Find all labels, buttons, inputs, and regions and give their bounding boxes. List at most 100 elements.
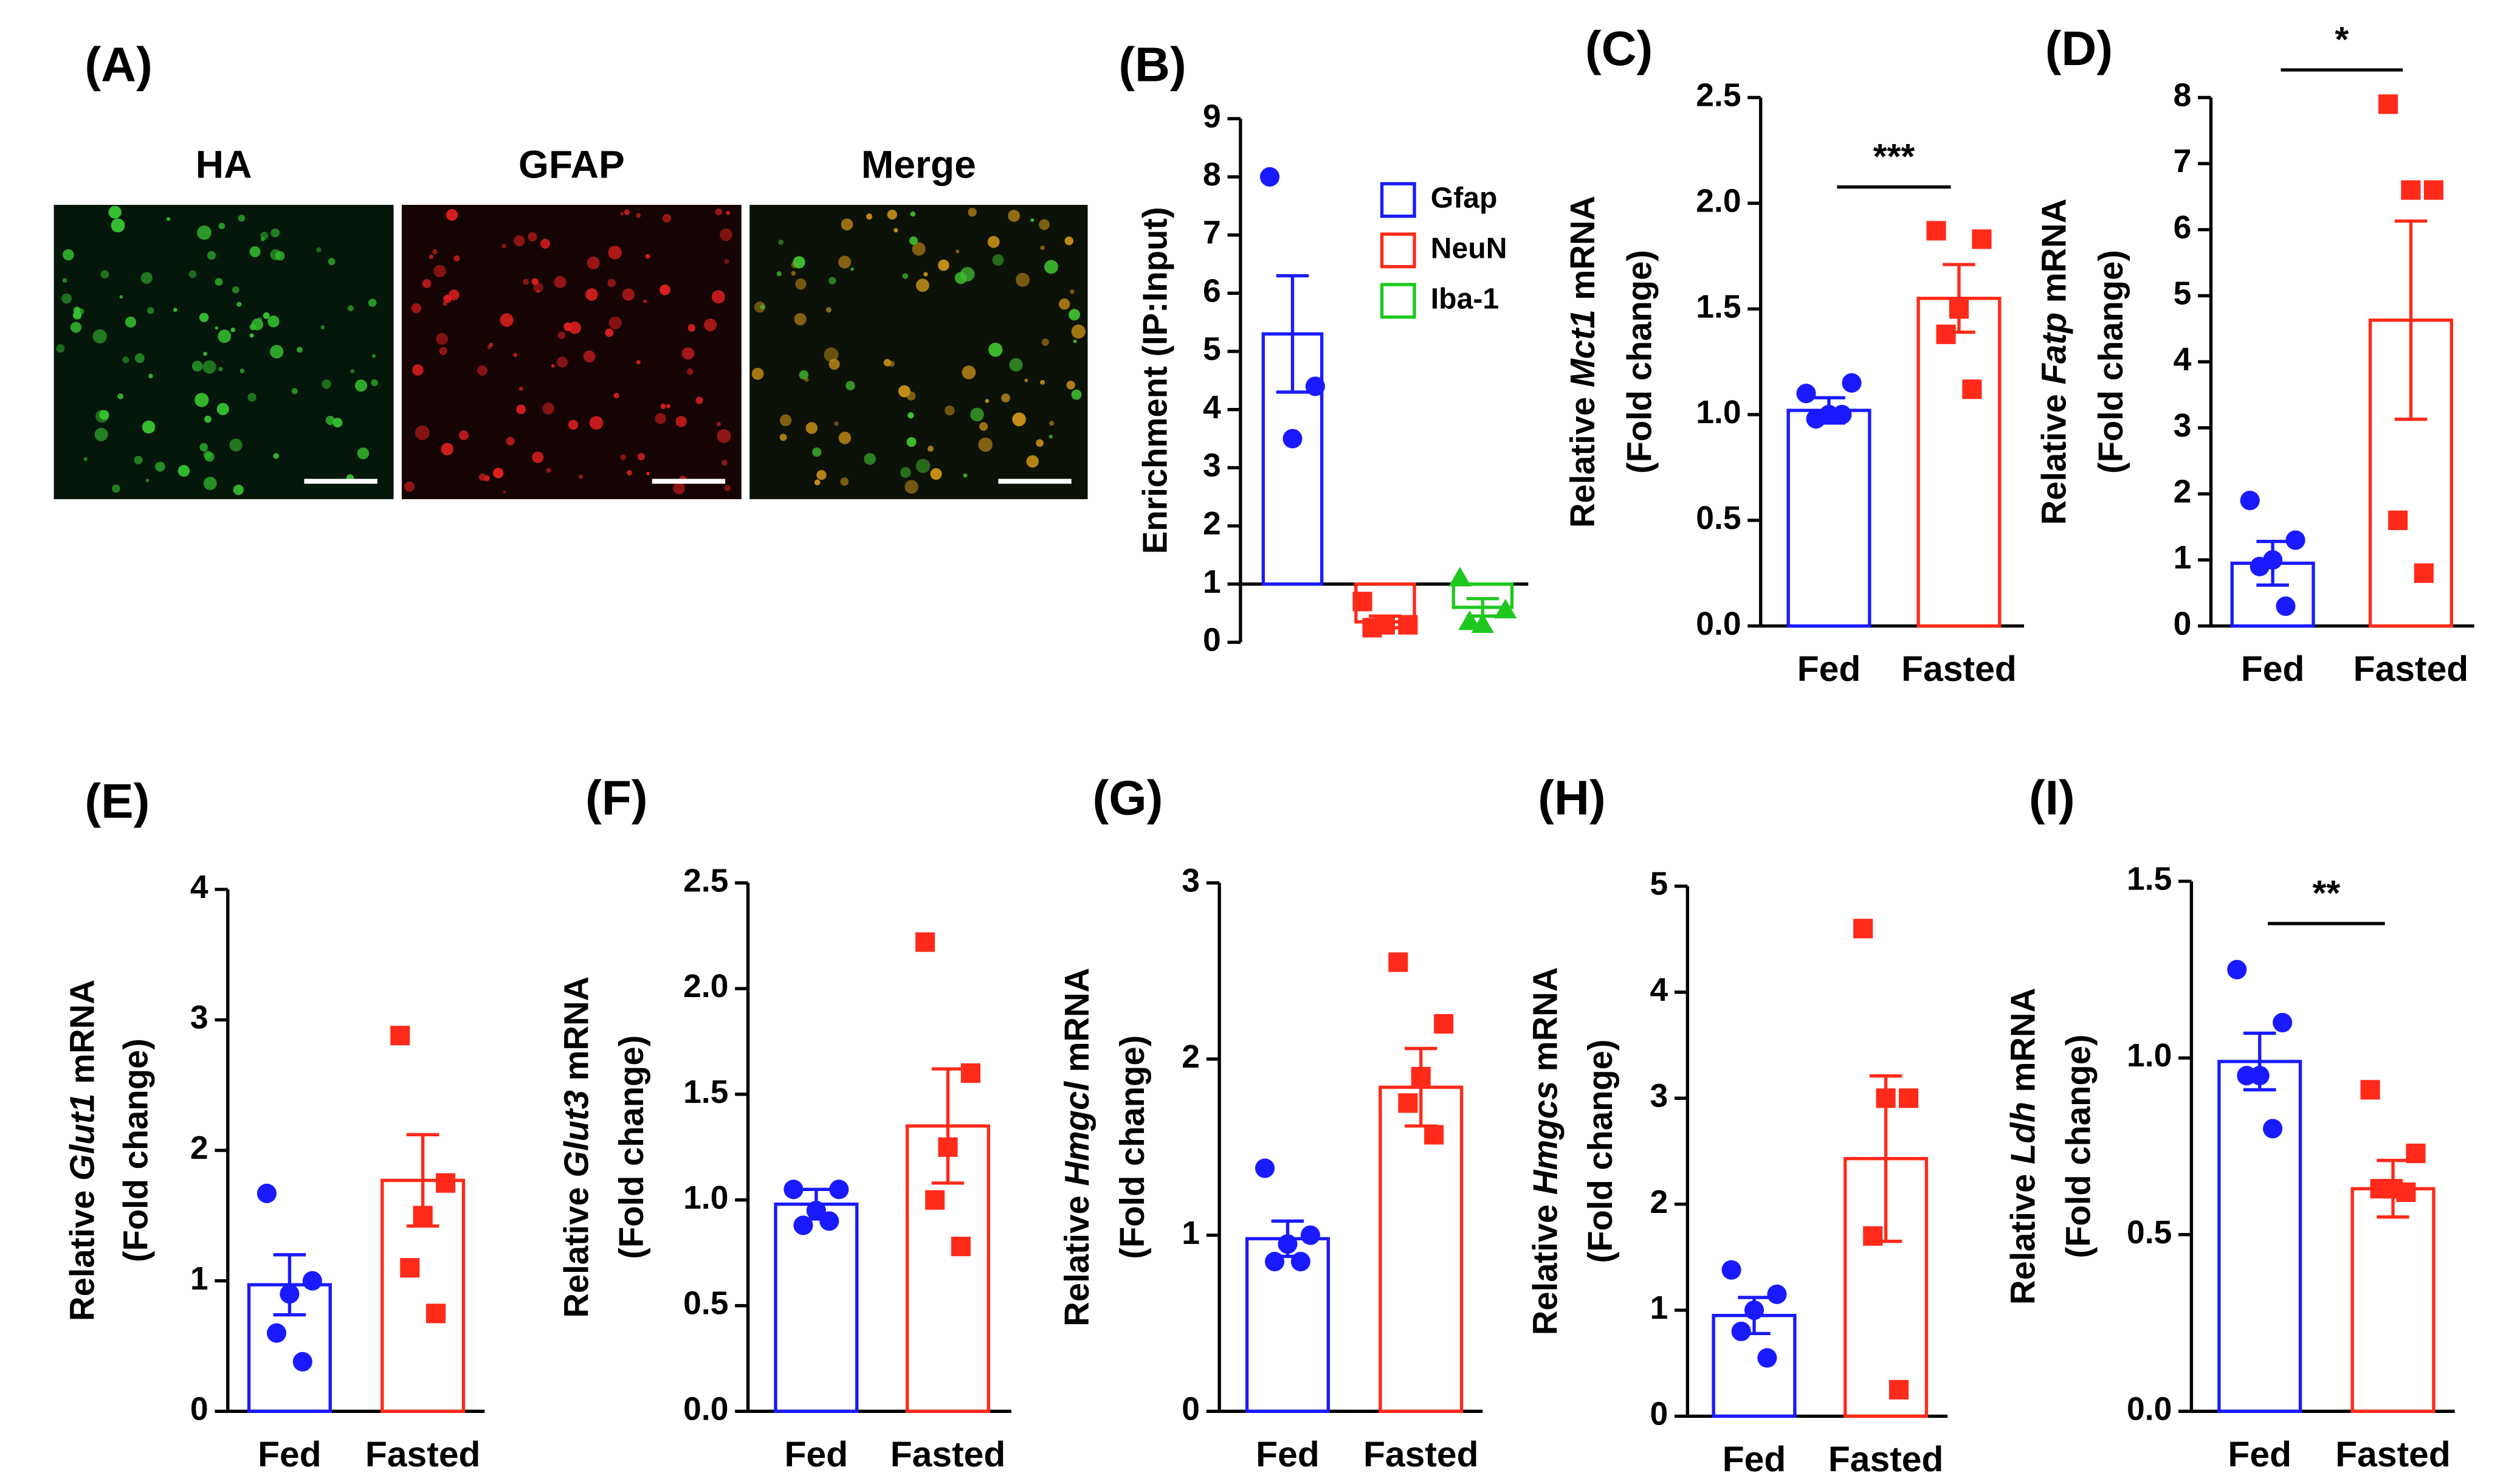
cell	[516, 404, 526, 415]
cell	[173, 308, 177, 313]
cell	[1001, 393, 1010, 402]
x-tick-label: Fasted	[2353, 649, 2469, 689]
cell	[724, 485, 731, 491]
cell	[195, 393, 209, 407]
cell	[645, 254, 650, 259]
data-point	[2360, 1080, 2380, 1100]
cell	[904, 480, 918, 494]
legend-swatch	[1380, 283, 1416, 319]
cell	[523, 278, 529, 285]
y-axis-label-part: Fatp	[2034, 313, 2073, 385]
cell	[199, 313, 209, 322]
bar	[2350, 1187, 2436, 1414]
cell	[838, 255, 852, 269]
data-point	[1282, 429, 1303, 449]
cell	[1012, 412, 1026, 427]
cell	[357, 447, 370, 460]
bar	[774, 1202, 859, 1414]
cell	[620, 454, 626, 460]
cell	[204, 415, 212, 423]
cell	[608, 316, 622, 330]
data-point	[256, 1183, 277, 1203]
cell	[724, 259, 729, 264]
cell	[607, 278, 616, 288]
cell	[147, 307, 154, 314]
y-tick-label: 8	[1203, 157, 1221, 193]
cell	[643, 299, 647, 303]
cell	[199, 443, 208, 452]
legend-swatch	[1380, 182, 1416, 218]
cell	[1026, 455, 1039, 468]
cell	[56, 344, 65, 353]
data-point	[1796, 384, 1816, 404]
cell	[203, 351, 207, 356]
cell	[1009, 358, 1023, 372]
panel-label: (E)	[84, 774, 150, 829]
x-tick-label: Fed	[1723, 1440, 1786, 1478]
cell	[978, 437, 993, 452]
cell	[203, 477, 217, 491]
data-point	[2250, 556, 2270, 576]
y-axis-label-part: mRNA	[557, 976, 595, 1081]
panel-label: (G)	[1093, 771, 1163, 826]
cell	[909, 236, 918, 245]
y-tick-label: 0	[1203, 623, 1221, 658]
data-point	[292, 1352, 312, 1372]
cell	[912, 242, 926, 256]
cell	[613, 393, 619, 399]
cell	[291, 388, 298, 395]
y-tick-label: 2	[1203, 506, 1221, 542]
cell	[791, 271, 796, 276]
cell	[1044, 260, 1058, 274]
cell	[673, 482, 685, 494]
data-point	[2240, 491, 2260, 511]
cell	[412, 364, 424, 376]
cell	[125, 316, 137, 328]
cell	[681, 347, 695, 360]
cell	[554, 275, 566, 288]
cell	[112, 484, 120, 493]
bar	[1379, 1085, 1464, 1414]
data-point	[915, 932, 935, 952]
cell	[347, 305, 354, 312]
cell	[1041, 338, 1049, 346]
cell	[883, 359, 892, 367]
cell	[927, 445, 934, 452]
cell	[824, 347, 839, 362]
y-tick-label: 8	[2174, 78, 2192, 114]
cell	[501, 244, 506, 249]
cell	[500, 313, 514, 327]
cell	[260, 237, 265, 242]
cell	[540, 238, 551, 249]
data-point	[390, 1026, 410, 1046]
y-axis-label-part: Relative	[2034, 394, 2073, 525]
cell	[638, 453, 645, 461]
cell	[1071, 389, 1082, 400]
cell	[845, 381, 855, 391]
y-tick-label: 1	[2174, 540, 2192, 576]
cell	[1039, 219, 1050, 230]
cell	[322, 379, 331, 389]
cell	[834, 421, 839, 426]
cell	[215, 326, 219, 330]
cell	[906, 437, 917, 447]
cell	[907, 412, 914, 419]
cell	[979, 422, 988, 431]
cell	[439, 347, 447, 355]
cell	[898, 385, 911, 398]
x-tick-label: Fed	[2228, 1435, 2291, 1474]
cell	[177, 464, 190, 477]
panel-label: (D)	[2045, 21, 2113, 76]
cell	[945, 406, 955, 416]
y-tick-label: 0	[2174, 606, 2192, 642]
data-point	[2423, 180, 2443, 200]
data-point	[1767, 1284, 1787, 1304]
y-tick-label: 1.5	[2127, 862, 2172, 897]
y-tick-label: 0.0	[683, 1391, 728, 1427]
y-tick-label: 5	[2174, 276, 2192, 312]
cell	[1040, 245, 1045, 250]
cell	[404, 481, 415, 492]
cell	[145, 478, 150, 482]
data-point	[1876, 1088, 1896, 1108]
cell	[795, 278, 807, 290]
